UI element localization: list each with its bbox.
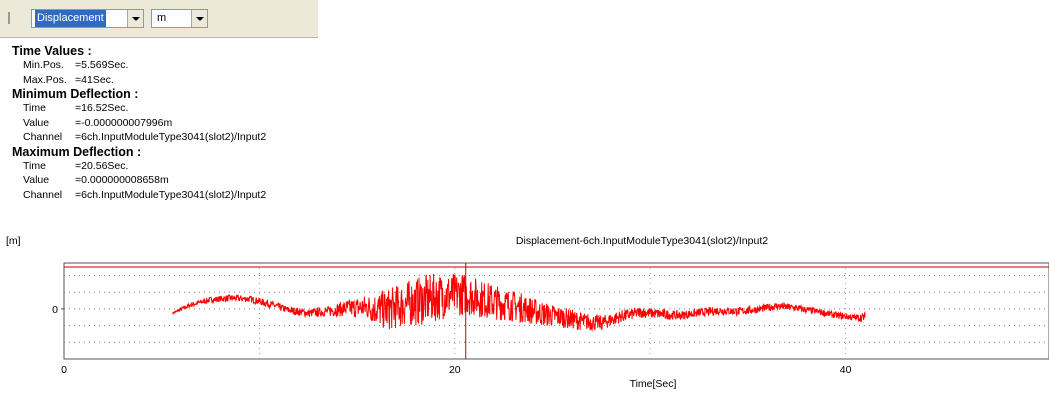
max-channel-row: Channel =6ch.InputModuleType3041(slot2)/… [12,188,266,203]
unit-select[interactable]: m [151,9,208,28]
quantity-select-value: Displacement [35,10,106,27]
min-pos-value: =5.569Sec. [75,59,129,71]
max-pos-row: Max.Pos. =41Sec. [12,73,141,88]
max-pos-value: =41Sec. [75,73,114,86]
axis-ticks: 0 20 40 0 [52,304,851,376]
quantity-select[interactable]: Displacement [31,9,144,28]
min-pos-label: Min.Pos. [23,59,64,71]
displacement-chart[interactable]: [m] Displacement-6ch.InputModuleType3041… [0,230,1049,394]
max-pos-label: Max.Pos. [23,73,67,86]
max-channel-label: Channel [23,188,63,201]
min-channel-label: Channel [23,131,63,143]
x-axis-label: Time[Sec] [630,378,677,390]
min-channel-row: Channel =6ch.InputModuleType3041(slot2)/… [12,130,266,145]
min-time-value: =16.52Sec. [75,102,129,114]
max-channel-value: =6ch.InputModuleType3041(slot2)/Input2 [75,188,267,201]
max-value-row: Value =0.000000008658m [12,173,169,188]
series-displacement [172,273,866,332]
min-channel-value: =6ch.InputModuleType3041(slot2)/Input2 [75,131,267,143]
chevron-down-icon[interactable] [127,10,143,27]
toolbar: Displacement m [0,0,318,38]
min-value-value: =-0.000000007996m [75,116,173,129]
max-value-value: =0.000000008658m [75,174,169,186]
plot-area[interactable] [63,262,1049,360]
max-value-label: Value [23,174,50,186]
x-tick-label: 20 [449,364,461,376]
x-tick-label: 40 [840,364,852,376]
max-time-row: Time =20.56Sec. [12,159,141,174]
toolbar-grip-icon[interactable] [8,12,12,24]
min-value-row: Value =-0.000000007996m [12,116,172,131]
time-values-heading: Time Values : [12,44,92,58]
min-time-label: Time [23,102,46,114]
unit-select-value: m [157,12,167,24]
minimum-deflection-heading: Minimum Deflection : [12,87,139,101]
chevron-down-icon[interactable] [191,10,207,27]
min-value-label: Value [23,116,50,129]
x-tick-label: 0 [61,364,67,376]
min-pos-row: Min.Pos. =5.569Sec. [12,58,141,73]
maximum-deflection-heading: Maximum Deflection : [12,144,142,159]
y-axis-label: [m] [6,235,21,247]
max-time-label: Time [23,159,46,172]
min-time-row: Time =16.52Sec. [12,101,141,116]
y-tick-label: 0 [52,304,58,316]
statistics-panel: Time Values : Min.Pos. =5.569Sec. Max.Po… [12,44,266,203]
cursors[interactable] [64,263,1049,359]
chart-title: Displacement-6ch.InputModuleType3041(slo… [516,235,768,247]
max-time-value: =20.56Sec. [75,159,129,172]
series-line [172,273,866,332]
